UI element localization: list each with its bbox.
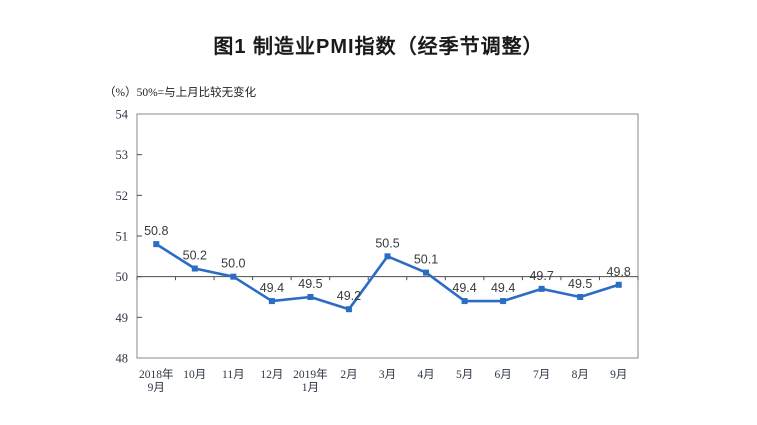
data-point-marker: [153, 241, 160, 248]
data-point-label: 50.8: [144, 224, 168, 238]
data-point-label: 49.4: [260, 281, 284, 295]
data-point-label: 49.4: [452, 281, 476, 295]
y-axis-tick-label: 51: [116, 230, 129, 244]
y-axis-tick-label: 54: [116, 108, 129, 122]
x-axis-label: 2018年 9月: [139, 367, 174, 394]
data-point-label: 49.8: [607, 265, 631, 279]
y-axis-tick-label: 53: [116, 148, 129, 162]
x-axis-label: 6月: [494, 369, 511, 381]
x-axis-label: 10月: [183, 369, 206, 381]
data-point-label: 49.5: [298, 277, 322, 291]
x-axis-label: 12月: [260, 369, 283, 381]
y-axis-tick-label: 50: [116, 270, 129, 284]
data-point-label: 49.5: [568, 277, 592, 291]
y-axis-unit-note: （%）50%=与上月比较无变化: [104, 87, 257, 99]
data-point-marker: [191, 265, 198, 272]
x-axis-label: 11月: [222, 369, 245, 381]
x-axis-label: 9月: [610, 369, 627, 381]
data-point-label: 50.0: [221, 257, 245, 271]
data-point-label: 50.5: [375, 236, 399, 250]
x-axis-label: 2月: [340, 369, 357, 381]
y-axis-tick-label: 52: [116, 189, 129, 203]
data-point-label: 50.2: [183, 249, 207, 263]
data-point-marker: [307, 294, 314, 300]
data-point-label: 49.2: [337, 289, 361, 303]
data-point-marker: [423, 269, 430, 276]
x-axis-label: 5月: [456, 369, 473, 381]
data-point-marker: [230, 273, 237, 280]
data-point-marker: [615, 281, 622, 288]
y-axis-tick-label: 49: [116, 311, 129, 325]
x-axis-label: 8月: [572, 369, 589, 381]
data-point-marker: [500, 298, 507, 305]
data-point-marker: [345, 306, 352, 313]
data-point-label: 49.7: [529, 269, 553, 283]
data-point-marker: [577, 294, 584, 300]
y-axis-tick-label: 48: [116, 352, 129, 366]
x-axis-label: 2019年 1月: [293, 367, 328, 394]
data-point-label: 49.4: [491, 281, 515, 295]
data-point-label: 50.1: [414, 253, 438, 267]
x-axis-label: 7月: [533, 369, 550, 381]
x-axis-label: 4月: [417, 369, 434, 381]
x-axis-label: 3月: [379, 369, 396, 381]
data-point-marker: [461, 298, 468, 305]
chart-title: 图1 制造业PMI指数（经季节调整）: [213, 36, 544, 58]
data-point-marker: [384, 253, 391, 260]
data-point-marker: [538, 285, 545, 292]
data-point-marker: [268, 298, 275, 305]
